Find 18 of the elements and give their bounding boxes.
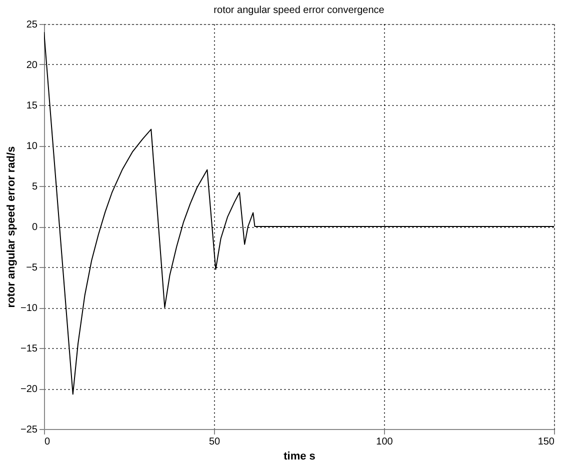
y-tick-label: 5: [32, 182, 38, 192]
x-tick-label: 150: [538, 436, 555, 448]
y-tick-label: 15: [26, 100, 38, 112]
x-tick-label: 50: [208, 436, 220, 448]
y-tick-label: −5: [26, 262, 38, 274]
y-tick-label: 20: [26, 60, 38, 71]
y-tick-label: −10: [20, 303, 38, 314]
y-tick-label: 10: [26, 141, 38, 152]
y-tick-label: 0: [32, 222, 38, 233]
y-tick-label: −25: [20, 424, 38, 436]
x-axis-title: time s: [284, 450, 316, 462]
x-tick-label: 0: [44, 436, 50, 448]
y-axis-title: rotor angular speed error rad/s: [6, 146, 18, 308]
y-tick-label: 25: [26, 20, 38, 30]
y-tick-label: −15: [20, 344, 38, 354]
x-tick-label: 100: [376, 436, 394, 448]
y-tick-label: −20: [20, 384, 38, 395]
chart-title: rotor angular speed error convergence: [214, 5, 385, 16]
